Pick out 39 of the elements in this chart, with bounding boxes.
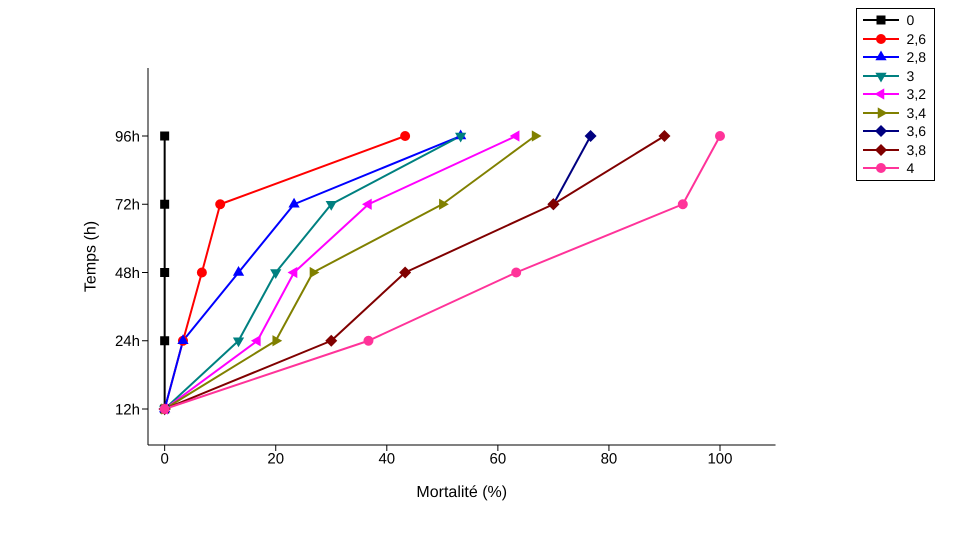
legend-label: 0 [906, 12, 914, 28]
legend-label: 4 [906, 160, 914, 176]
legend-label: 2,8 [906, 49, 926, 66]
y-tick-label: 72h [114, 196, 140, 214]
x-tick-label: 80 [600, 450, 618, 468]
point [160, 268, 170, 277]
x-tick-label: 40 [378, 450, 396, 468]
point [455, 132, 466, 142]
point [270, 269, 282, 279]
x-tick-label: 20 [267, 450, 284, 468]
point [511, 268, 522, 278]
x-tick-label: 100 [707, 450, 733, 468]
y-tick-label: 96h [114, 128, 140, 146]
legend-label: 3 [906, 68, 914, 84]
legend-label: 3,4 [906, 104, 926, 121]
x-axis-title: Mortalité (%) [416, 484, 508, 501]
point [160, 132, 170, 140]
point [196, 268, 207, 278]
point [363, 336, 374, 346]
point [584, 130, 597, 142]
legend-label: 3,8 [906, 142, 926, 158]
point [215, 199, 226, 210]
point [399, 266, 412, 278]
x-tick-label: 60 [490, 450, 506, 468]
point [160, 336, 170, 346]
point [714, 131, 725, 141]
legend-label: 3,2 [906, 86, 926, 102]
y-axis-title: Temps (h) [82, 220, 100, 292]
y-tick-label: 48h [114, 264, 140, 282]
point [678, 199, 688, 210]
point [658, 130, 670, 142]
point [160, 200, 170, 209]
point [325, 334, 338, 347]
x-tick-label: 0 [160, 450, 169, 468]
legend-label: 2,6 [906, 30, 926, 47]
y-tick-label: 12h [114, 401, 140, 418]
point [400, 131, 410, 141]
legend-label: 3,6 [906, 123, 926, 140]
y-tick-label: 24h [114, 333, 140, 350]
